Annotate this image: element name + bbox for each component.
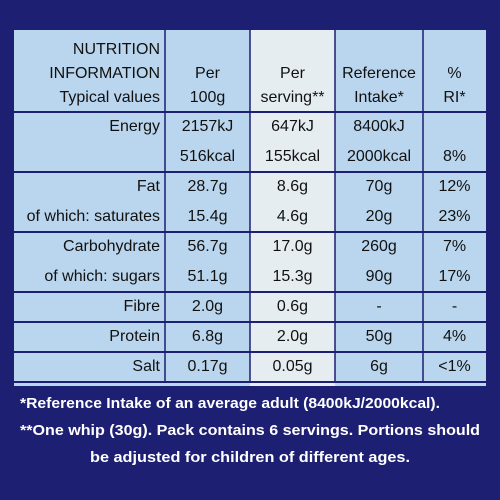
- header-text: serving**: [260, 89, 324, 106]
- cell-value: 20g: [366, 208, 393, 225]
- row-label: Protein: [109, 328, 160, 345]
- cell-value: 0.6g: [277, 298, 308, 315]
- cell-value: 6g: [370, 358, 388, 375]
- cell-value: 516kcal: [180, 148, 235, 165]
- footnote: *Reference Intake of an average adult (8…: [20, 395, 440, 412]
- cell-value: 51.1g: [187, 268, 227, 285]
- cell-value: 8.6g: [277, 178, 308, 195]
- cell-value: 2.0g: [192, 298, 223, 315]
- cell-value: 647kJ: [271, 118, 314, 135]
- cell-value: 4%: [443, 328, 466, 345]
- row-label: Energy: [109, 118, 160, 135]
- header-text: Typical values: [60, 89, 161, 106]
- row-label: Salt: [132, 358, 160, 375]
- footnote: **One whip (30g). Pack contains 6 servin…: [20, 422, 480, 439]
- serving-column: [250, 30, 335, 386]
- cell-value: 90g: [366, 268, 393, 285]
- header-text: Per: [195, 65, 221, 82]
- cell-value: 70g: [366, 178, 393, 195]
- cell-value: 0.05g: [272, 358, 312, 375]
- header-text: NUTRITION: [73, 41, 160, 58]
- cell-value: 6.8g: [192, 328, 223, 345]
- row-label: Fat: [137, 178, 161, 195]
- cell-value: 8%: [443, 148, 466, 165]
- header-text: INFORMATION: [49, 65, 160, 82]
- cell-value: 28.7g: [187, 178, 227, 195]
- cell-value: 50g: [366, 328, 393, 345]
- cell-value: 15.3g: [272, 268, 312, 285]
- cell-value: 260g: [361, 238, 397, 255]
- cell-value: 2.0g: [277, 328, 308, 345]
- cell-value: -: [452, 298, 457, 315]
- header-text: Per: [280, 65, 306, 82]
- header-text: Reference: [342, 65, 416, 82]
- cell-value: <1%: [438, 358, 470, 375]
- cell-value: 4.6g: [277, 208, 308, 225]
- cell-value: 56.7g: [187, 238, 227, 255]
- cell-value: 17%: [438, 268, 470, 285]
- cell-value: -: [376, 298, 381, 315]
- row-label: of which: saturates: [27, 208, 160, 225]
- cell-value: 2157kJ: [182, 118, 234, 135]
- cell-value: 12%: [438, 178, 470, 195]
- header-text: 100g: [190, 89, 226, 106]
- row-label: Fibre: [124, 298, 161, 315]
- header-text: %: [447, 65, 461, 82]
- cell-value: 2000kcal: [347, 148, 411, 165]
- row-label: of which: sugars: [44, 268, 160, 285]
- cell-value: 8400kJ: [353, 118, 405, 135]
- cell-value: 155kcal: [265, 148, 320, 165]
- header-text: RI*: [443, 89, 465, 106]
- header-text: Intake*: [354, 89, 404, 106]
- cell-value: 17.0g: [272, 238, 312, 255]
- footnote: be adjusted for children of different ag…: [90, 449, 410, 466]
- cell-value: 7%: [443, 238, 466, 255]
- row-label: Carbohydrate: [63, 238, 160, 255]
- cell-value: 23%: [438, 208, 470, 225]
- cell-value: 15.4g: [187, 208, 227, 225]
- cell-value: 0.17g: [187, 358, 227, 375]
